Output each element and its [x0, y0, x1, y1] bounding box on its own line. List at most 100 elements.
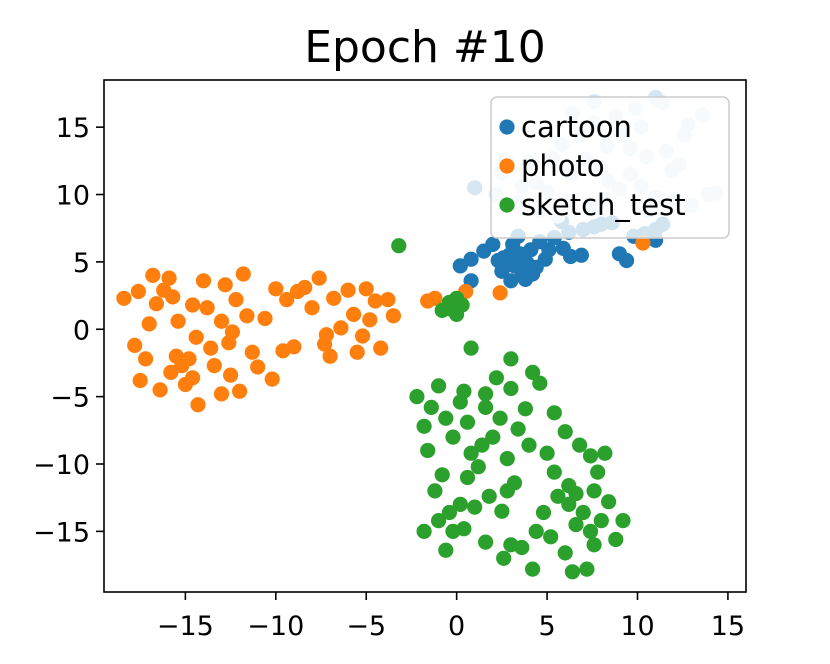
point-sketch_test [420, 442, 436, 459]
point-sketch_test [525, 364, 541, 380]
point-photo [322, 348, 338, 364]
point-sketch_test [463, 445, 479, 461]
point-unlabeled [467, 180, 483, 196]
point-sketch_test [492, 410, 508, 426]
point-photo [268, 281, 284, 297]
point-photo [340, 282, 356, 298]
point-sketch_test [561, 496, 577, 512]
point-photo [185, 297, 201, 313]
point-cartoon [525, 266, 541, 282]
point-cartoon [573, 247, 590, 263]
point-photo [297, 279, 313, 296]
point-sketch_test [557, 545, 573, 561]
point-sketch_test [550, 488, 566, 504]
point-sketch_test [431, 513, 447, 529]
point-sketch_test [503, 351, 519, 367]
y-tick-label: 10 [56, 181, 90, 212]
point-sketch_test [535, 504, 552, 521]
point-sketch_test [434, 467, 450, 483]
legend-label-cartoon: cartoon [521, 110, 632, 144]
point-sketch_test [499, 483, 515, 499]
point-photo [358, 281, 374, 297]
point-photo [130, 283, 146, 300]
point-photo [286, 339, 302, 355]
point-photo [427, 290, 443, 306]
point-photo [635, 235, 651, 251]
point-photo [132, 372, 148, 389]
point-sketch_test [543, 529, 559, 545]
x-axis: −15 −10 −5 0 5 10 15 [157, 592, 745, 642]
point-sketch_test [441, 504, 457, 521]
point-sketch_test [568, 486, 584, 502]
point-sketch_test [539, 445, 555, 461]
y-tick-label: 5 [73, 248, 90, 279]
x-tick-label: 10 [620, 611, 654, 642]
point-photo [188, 329, 204, 345]
point-sketch_test [427, 483, 443, 499]
point-sketch_test [572, 437, 588, 453]
point-photo [224, 324, 240, 340]
point-sketch_test [467, 499, 483, 515]
point-sketch_test [532, 375, 548, 391]
point-photo [141, 316, 157, 332]
point-sketch_test [431, 378, 447, 394]
point-sketch_test [452, 496, 468, 512]
x-tick-label: −15 [157, 611, 214, 642]
point-sketch_test [470, 459, 486, 475]
point-sketch_test [517, 401, 534, 417]
y-tick-label: −10 [33, 450, 90, 481]
point-cartoon [619, 252, 635, 269]
point-sketch_test [503, 380, 519, 397]
point-photo [213, 313, 230, 329]
point-sketch_test [586, 537, 602, 553]
legend-label-photo: photo [521, 149, 605, 183]
series-photo [116, 235, 651, 413]
point-photo [362, 312, 378, 328]
point-photo [385, 308, 401, 324]
x-tick-label: 5 [538, 611, 555, 642]
point-sketch_test [546, 464, 562, 480]
point-photo [311, 270, 327, 286]
point-photo [199, 300, 215, 316]
point-sketch_test [463, 340, 479, 356]
x-tick-label: 15 [711, 611, 745, 642]
point-sketch_test [481, 488, 497, 504]
point-sketch_test [593, 513, 609, 529]
point-photo [223, 367, 239, 383]
point-photo [304, 300, 320, 316]
point-sketch_test [601, 494, 617, 510]
point-photo [317, 336, 333, 352]
point-photo [152, 382, 168, 398]
point-sketch_test [459, 414, 476, 430]
point-photo [127, 337, 143, 353]
point-sketch_test [590, 464, 606, 480]
point-sketch_test [615, 513, 631, 529]
point-sketch_test [521, 437, 537, 453]
point-sketch_test [478, 386, 494, 402]
y-tick-label: 15 [56, 113, 90, 144]
series-sketch_test [391, 238, 631, 580]
y-axis: 15 10 5 0 −5 −10 −15 [33, 113, 104, 548]
point-sketch_test [496, 550, 512, 566]
point-photo [190, 397, 206, 413]
chart-title: Epoch #10 [304, 22, 546, 73]
point-sketch_test [608, 531, 624, 548]
point-sketch_test [575, 504, 591, 521]
point-photo [346, 306, 362, 322]
point-photo [206, 358, 222, 374]
x-tick-label: −10 [247, 611, 304, 642]
point-photo [326, 290, 342, 306]
point-sketch_test [579, 561, 595, 577]
point-photo [373, 340, 389, 356]
point-photo [145, 267, 161, 283]
point-photo [170, 313, 186, 329]
point-sketch_test [438, 410, 454, 426]
point-photo [203, 340, 219, 356]
point-photo [264, 371, 280, 387]
point-sketch_test [478, 399, 494, 415]
point-sketch_test [528, 523, 544, 540]
legend-marker-cartoon [499, 119, 515, 135]
point-photo [250, 359, 266, 375]
point-photo [195, 273, 212, 289]
point-cartoon [499, 257, 515, 273]
